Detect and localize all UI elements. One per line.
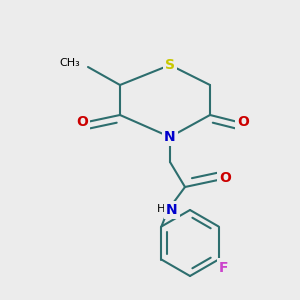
Text: O: O [237, 115, 249, 129]
Text: O: O [219, 171, 231, 185]
Text: S: S [165, 58, 175, 72]
Text: CH₃: CH₃ [59, 58, 80, 68]
Text: O: O [76, 115, 88, 129]
Text: H: H [157, 204, 165, 214]
Text: N: N [164, 130, 176, 144]
Text: N: N [166, 203, 178, 217]
Text: F: F [219, 260, 228, 274]
